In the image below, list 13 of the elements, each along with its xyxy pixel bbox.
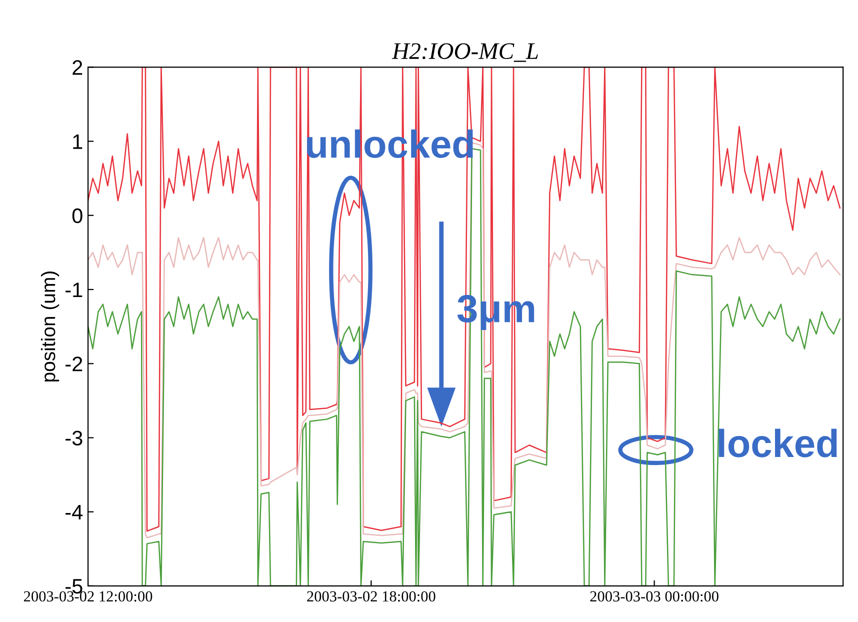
x-tick-label: 2003-03-03 00:00:00 [590,591,718,602]
y-tick-label: 1 [73,134,82,149]
y-tick-label: -2 [66,356,82,372]
y-tick-label: 0 [72,208,82,224]
y-tick-label: 2 [72,60,82,75]
y-tick-label: -3 [66,430,82,446]
x-tick-label: 2003-03-02 18:00:00 [307,591,436,602]
chart-title: H2:IOO-MC_L [392,43,538,62]
y-tick-label: -1 [66,282,82,298]
line-series [88,67,841,532]
y-axis-title: position (um) [40,272,60,382]
annotation: locked [718,428,837,458]
y-tick-label: -4 [66,505,83,520]
